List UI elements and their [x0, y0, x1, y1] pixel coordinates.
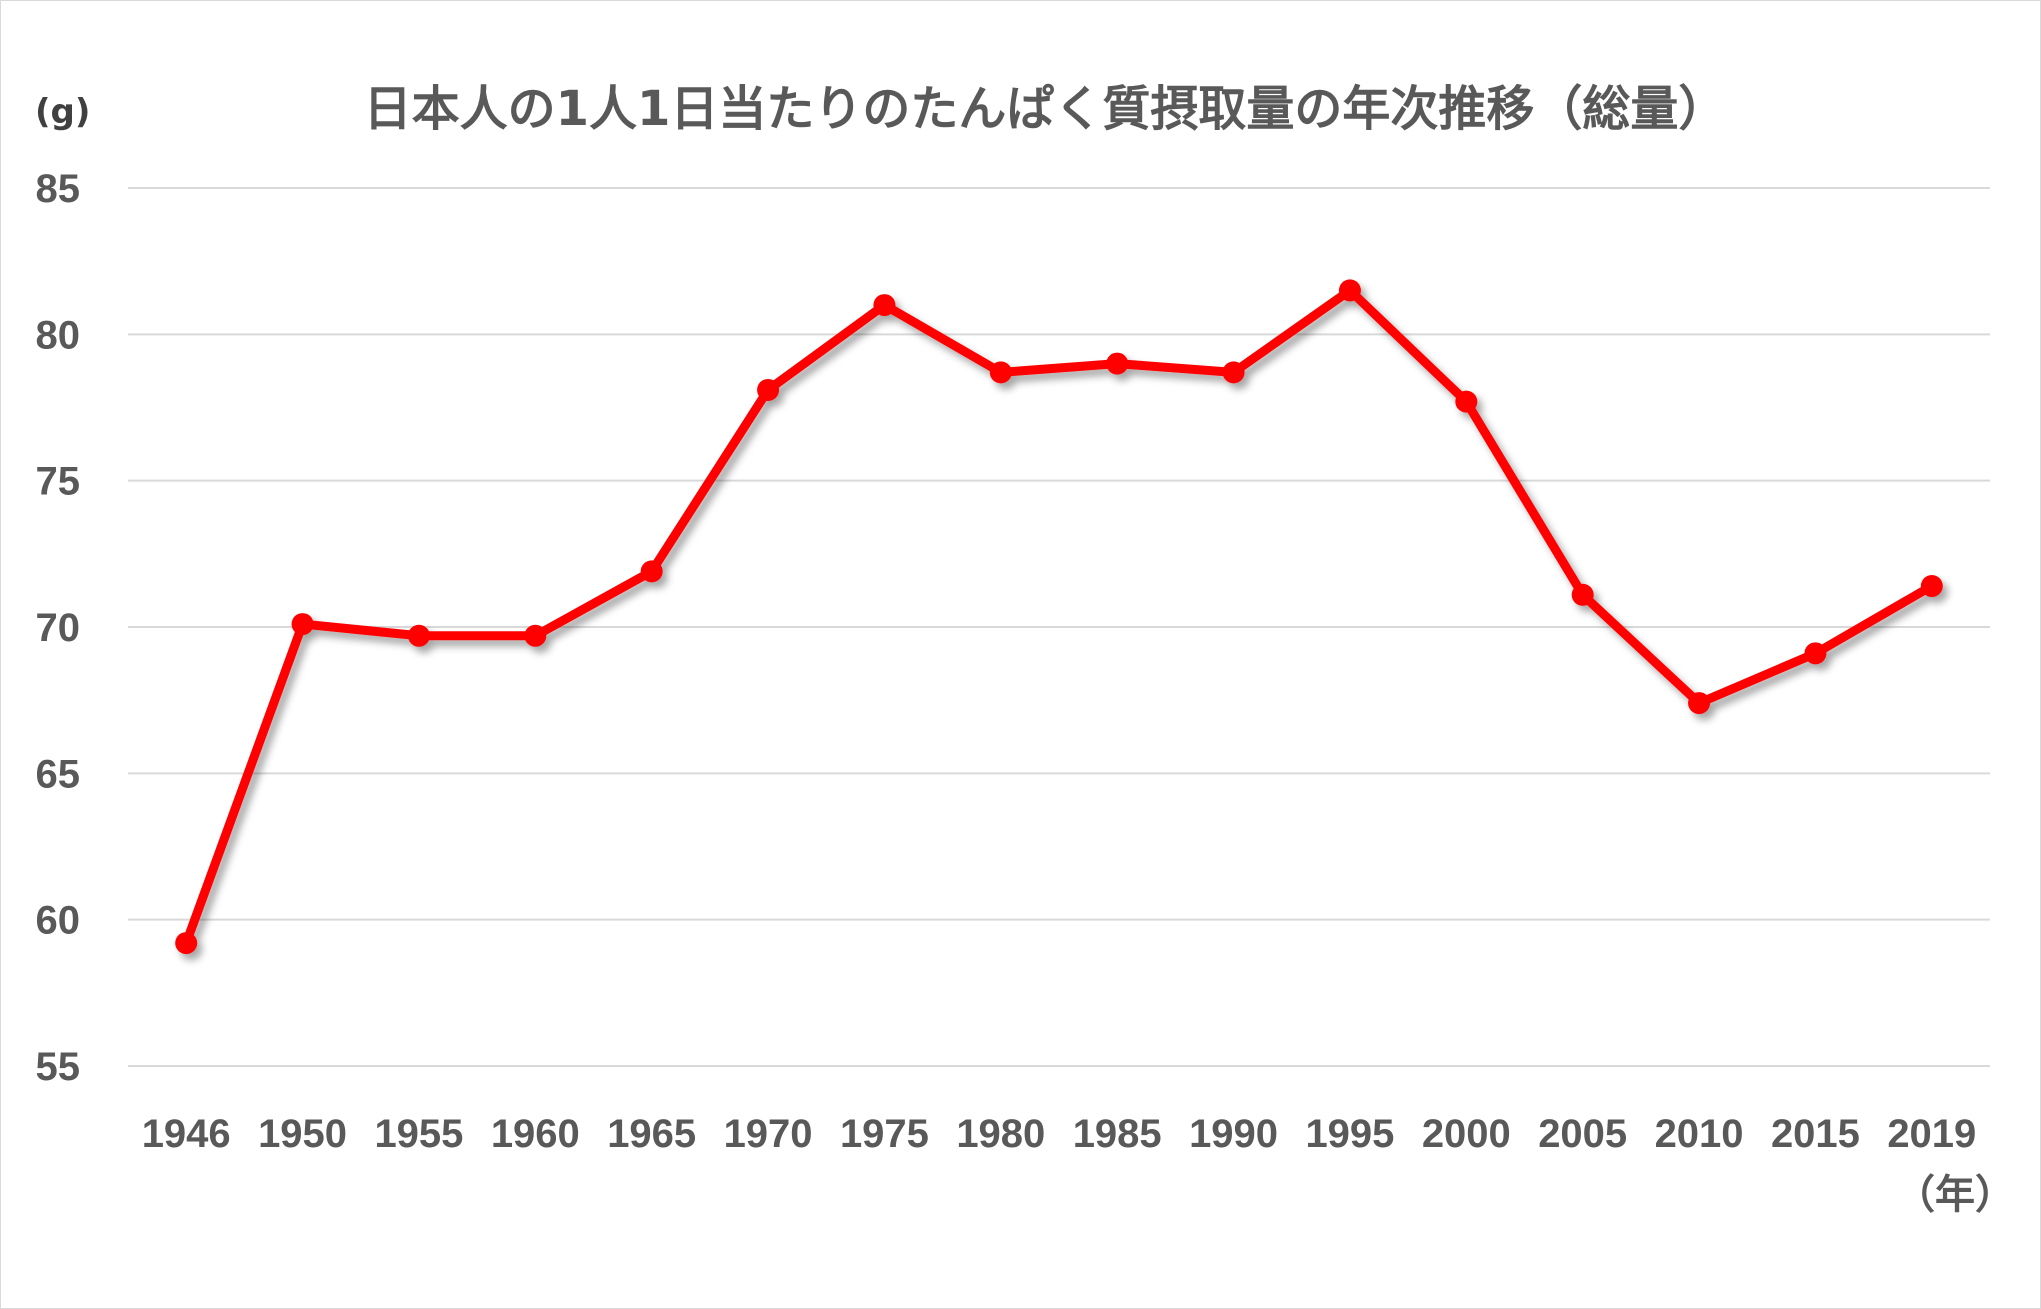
y-tick-label: 85: [36, 167, 81, 211]
x-tick-label: 1960: [491, 1112, 580, 1156]
x-tick-label: 1995: [1305, 1112, 1394, 1156]
data-point-1960: [524, 624, 547, 647]
data-point-2010: [1688, 692, 1711, 715]
y-tick-label: 60: [36, 899, 81, 943]
chart-title: 日本人の1人1日当たりのたんぱく質摂取量の年次推移（総量）: [364, 81, 1727, 137]
data-point-1995: [1338, 279, 1361, 302]
x-axis-tick-labels: 1946 1950 1955 1960 1965 1970 1975 1980 1985 1990…: [142, 1112, 1977, 1156]
y-tick-label: 65: [36, 752, 81, 796]
y-axis-unit-label: (g): [35, 92, 90, 132]
y-tick-label: 55: [36, 1045, 81, 1089]
y-axis-tick-labels: 55 60 65 70 75 80 85: [36, 167, 81, 1089]
y-tick-label: 75: [36, 460, 81, 504]
x-tick-label: 1955: [374, 1112, 463, 1156]
x-tick-label: 2015: [1771, 1112, 1860, 1156]
x-tick-label: 1946: [142, 1112, 231, 1156]
x-tick-label: 1970: [724, 1112, 813, 1156]
x-tick-label: 1950: [258, 1112, 347, 1156]
data-point-2019: [1920, 575, 1943, 598]
x-tick-label: 2019: [1887, 1112, 1976, 1156]
y-tick-label: 70: [36, 606, 81, 650]
series-group: [175, 279, 1943, 955]
gridlines: [128, 187, 1990, 1067]
series-line: [181, 285, 1937, 948]
data-point-1975: [873, 294, 896, 317]
x-tick-label: 2000: [1422, 1112, 1511, 1156]
data-point-2005: [1571, 583, 1594, 606]
data-point-1950: [291, 613, 314, 636]
data-point-1955: [407, 624, 430, 647]
data-point-1990: [1222, 361, 1245, 384]
data-point-1980: [989, 361, 1012, 384]
data-point-1970: [757, 378, 780, 401]
x-tick-label: 2010: [1655, 1112, 1744, 1156]
data-point-1965: [640, 560, 663, 583]
x-tick-label: 1990: [1189, 1112, 1278, 1156]
data-point-2015: [1804, 642, 1827, 665]
y-tick-label: 80: [36, 313, 81, 357]
x-tick-label: 1980: [956, 1112, 1045, 1156]
data-point-1946: [175, 932, 198, 955]
x-axis-unit-label: （年）: [1895, 1173, 2015, 1217]
data-point-2000: [1455, 390, 1478, 413]
data-point-1985: [1106, 352, 1129, 375]
x-tick-label: 2005: [1538, 1112, 1627, 1156]
x-tick-label: 1985: [1073, 1112, 1162, 1156]
x-tick-label: 1965: [607, 1112, 696, 1156]
x-tick-label: 1975: [840, 1112, 929, 1156]
